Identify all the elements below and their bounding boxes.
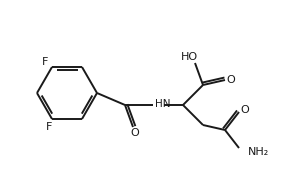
Text: O: O	[130, 128, 139, 138]
Text: F: F	[42, 57, 48, 67]
Text: HO: HO	[180, 52, 197, 62]
Text: O: O	[241, 105, 249, 115]
Text: HN: HN	[155, 99, 171, 109]
Text: O: O	[226, 75, 235, 85]
Text: NH₂: NH₂	[248, 147, 269, 157]
Text: F: F	[46, 122, 52, 132]
